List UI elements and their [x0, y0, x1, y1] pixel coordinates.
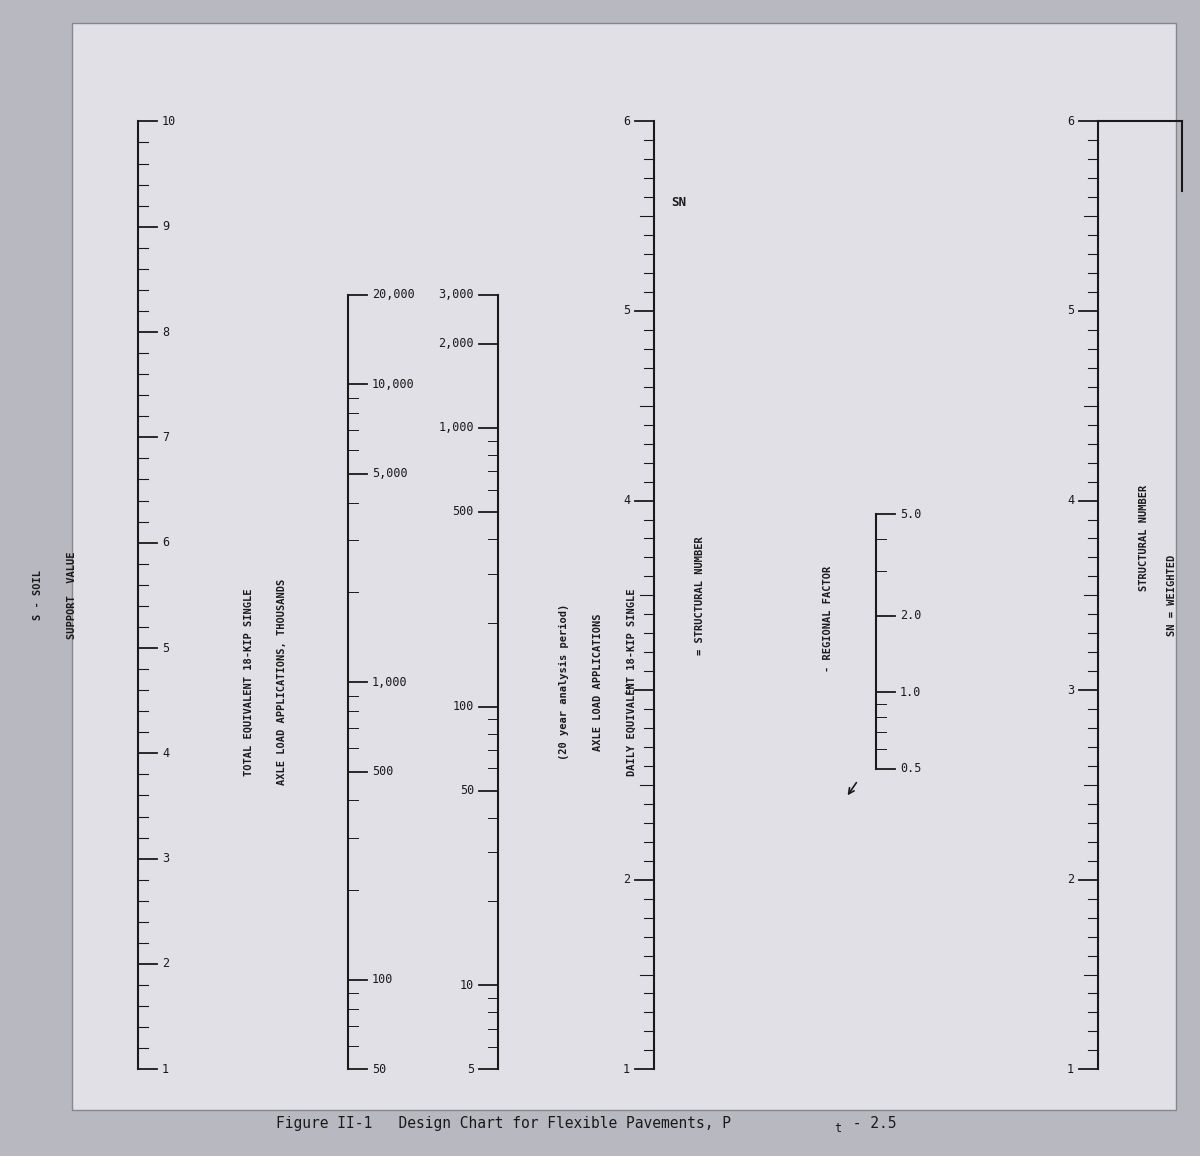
Text: 2: 2 — [162, 957, 169, 971]
Text: AXLE LOAD APPLICATIONS: AXLE LOAD APPLICATIONS — [593, 614, 602, 750]
Text: 3: 3 — [1067, 683, 1074, 697]
Text: 9: 9 — [162, 220, 169, 234]
FancyBboxPatch shape — [72, 23, 1176, 1110]
Text: Figure II-1   Design Chart for Flexible Pavements, P: Figure II-1 Design Chart for Flexible Pa… — [276, 1117, 732, 1131]
Text: 500: 500 — [452, 505, 474, 518]
Text: 1: 1 — [623, 1062, 630, 1076]
Text: S - SOIL: S - SOIL — [34, 570, 43, 621]
Text: 1: 1 — [1067, 1062, 1074, 1076]
Text: 4: 4 — [1067, 494, 1074, 507]
Text: 5: 5 — [1067, 304, 1074, 318]
Text: 2: 2 — [1067, 873, 1074, 887]
Text: = STRUCTURAL NUMBER: = STRUCTURAL NUMBER — [695, 536, 704, 654]
Text: 6: 6 — [162, 536, 169, 549]
Text: 500: 500 — [372, 765, 394, 778]
Text: 5: 5 — [467, 1062, 474, 1076]
Text: 2.0: 2.0 — [900, 609, 922, 622]
Text: 0.5: 0.5 — [900, 762, 922, 776]
Text: 3,000: 3,000 — [438, 288, 474, 302]
Text: 20,000: 20,000 — [372, 288, 415, 302]
Text: t: t — [834, 1121, 841, 1135]
Text: 10,000: 10,000 — [372, 378, 415, 391]
Text: 5: 5 — [162, 642, 169, 654]
Text: 100: 100 — [452, 701, 474, 713]
Text: 5: 5 — [623, 304, 630, 318]
Text: SN = WEIGHTED: SN = WEIGHTED — [1168, 555, 1177, 636]
Text: (20 year analysis period): (20 year analysis period) — [559, 603, 569, 761]
Text: SUPPORT  VALUE: SUPPORT VALUE — [67, 551, 77, 639]
Text: AXLE LOAD APPLICATIONS, THOUSANDS: AXLE LOAD APPLICATIONS, THOUSANDS — [277, 579, 287, 785]
Text: 6: 6 — [623, 114, 630, 128]
Text: 50: 50 — [460, 784, 474, 796]
Text: 6: 6 — [1067, 114, 1074, 128]
Text: 100: 100 — [372, 973, 394, 986]
Text: 2: 2 — [623, 873, 630, 887]
Text: SN: SN — [671, 195, 686, 209]
Text: 10: 10 — [460, 979, 474, 992]
Text: 3: 3 — [623, 683, 630, 697]
Text: DAILY EQUIVALENT 18-KIP SINGLE: DAILY EQUIVALENT 18-KIP SINGLE — [626, 588, 636, 776]
Text: STRUCTURAL NUMBER: STRUCTURAL NUMBER — [1139, 484, 1148, 591]
Text: - REGIONAL FACTOR: - REGIONAL FACTOR — [823, 565, 833, 672]
Text: 1,000: 1,000 — [372, 675, 408, 689]
Text: 7: 7 — [162, 431, 169, 444]
Text: 1: 1 — [162, 1062, 169, 1076]
Text: TOTAL EQUIVALENT 18-KIP SINGLE: TOTAL EQUIVALENT 18-KIP SINGLE — [244, 588, 253, 776]
Text: - 2.5: - 2.5 — [844, 1117, 896, 1131]
Text: 1,000: 1,000 — [438, 421, 474, 435]
Text: 4: 4 — [623, 494, 630, 507]
Text: 5.0: 5.0 — [900, 507, 922, 521]
Text: 50: 50 — [372, 1062, 386, 1076]
Text: 3: 3 — [162, 852, 169, 865]
Text: 1.0: 1.0 — [900, 686, 922, 698]
Text: 10: 10 — [162, 114, 176, 128]
Text: 4: 4 — [162, 747, 169, 759]
Text: 5,000: 5,000 — [372, 467, 408, 481]
Text: 2,000: 2,000 — [438, 338, 474, 350]
Text: 8: 8 — [162, 326, 169, 339]
